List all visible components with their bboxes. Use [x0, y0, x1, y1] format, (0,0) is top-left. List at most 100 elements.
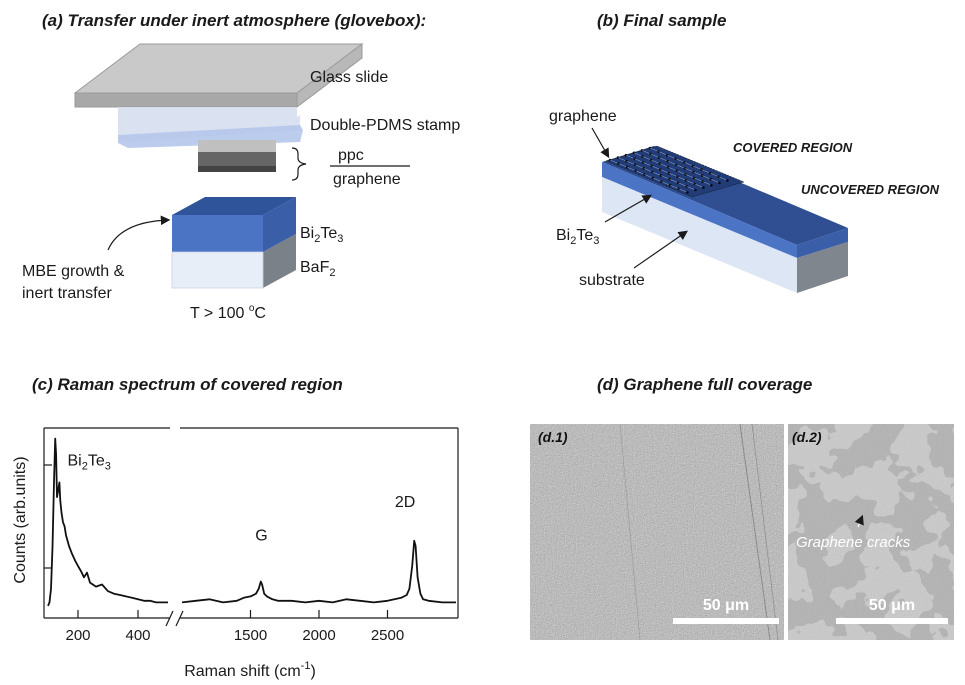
lattice-bond	[686, 180, 695, 185]
lattice-bond	[661, 181, 671, 186]
panel-a: (a) Transfer under inert atmosphere (glo…	[22, 11, 460, 322]
lattice-bond	[702, 175, 711, 180]
bi2te3-label-b: Bi2Te3	[556, 227, 599, 247]
lattice-node	[686, 191, 689, 194]
graphene-arrow	[591, 127, 610, 159]
lattice-bond	[652, 171, 662, 176]
lattice-bond	[634, 158, 644, 163]
bi2te3-label-a: Bi2Te3	[300, 225, 343, 245]
x-tick-label: 400	[125, 627, 150, 644]
lattice-bond	[667, 160, 677, 166]
lattice-bond	[633, 152, 643, 157]
covered-region-label: COVERED REGION	[733, 140, 853, 155]
x-tick-label: 1500	[234, 627, 267, 644]
panel-a-title: (a) Transfer under inert atmosphere (glo…	[42, 11, 426, 30]
lattice-bond	[701, 169, 711, 174]
panel-d: (d) Graphene full coverage 50 μm (d.1) G…	[530, 375, 954, 640]
panel-d-title: (d) Graphene full coverage	[597, 375, 812, 394]
substrate-arrow	[633, 230, 688, 269]
lattice-node	[702, 186, 705, 189]
bi2te3-baf2-stack	[171, 197, 296, 289]
lattice-bond	[685, 174, 695, 179]
panel-c: (c) Raman spectrum of covered region 200…	[12, 375, 459, 680]
lattice-bond	[643, 168, 653, 173]
lattice-node	[718, 181, 721, 185]
graphene-lattice	[605, 145, 745, 198]
lattice-bond	[649, 147, 659, 152]
axis-break-mark	[165, 610, 174, 627]
lattice-bond	[676, 170, 686, 175]
lattice-bond	[677, 176, 687, 181]
lattice-bond	[676, 164, 686, 169]
micrograph-d2: Graphene cracks 50 μm (d.2)	[788, 424, 954, 640]
lattice-bond	[625, 154, 635, 160]
x-tick-label: 2000	[302, 627, 335, 644]
lattice-bond	[718, 176, 728, 181]
lattice-bond	[669, 178, 679, 184]
d2-label: (d.2)	[792, 429, 822, 445]
lattice-bond	[686, 186, 696, 191]
lattice-bond	[660, 175, 670, 180]
pdms-stamp-shape	[118, 107, 303, 152]
lattice-bond	[642, 156, 652, 161]
lattice-bond	[651, 159, 660, 164]
lattice-bond	[678, 188, 688, 193]
panel-b-title: (b) Final sample	[597, 11, 726, 30]
glass-slide-shape	[73, 42, 364, 109]
lattice-bond	[659, 163, 669, 168]
brace	[291, 147, 307, 181]
lattice-bond	[635, 164, 644, 169]
lattice-bond	[609, 159, 619, 164]
bi2te3-arrow	[604, 194, 653, 223]
lattice-bond	[694, 177, 703, 182]
mbe-label-line1: MBE growth &	[22, 263, 125, 280]
lattice-bond	[651, 165, 661, 170]
lattice-bond	[694, 183, 704, 188]
lattice-bond	[710, 178, 720, 184]
lattice-bond	[641, 150, 651, 155]
scale-bar-d1	[673, 618, 779, 624]
lattice-bond	[643, 162, 652, 167]
uncovered-region-label: UNCOVERED REGION	[801, 182, 940, 197]
x-tick-label: 2500	[371, 627, 404, 644]
lattice-bond	[675, 158, 685, 163]
lattice-bond	[684, 168, 694, 173]
lattice-bond	[627, 166, 636, 172]
lattice-bond	[692, 165, 702, 170]
ppc-graphene-layer	[198, 152, 276, 172]
lattice-bond	[644, 174, 654, 179]
lattice-bond	[652, 177, 662, 182]
panel-c-title: (c) Raman spectrum of covered region	[32, 375, 343, 394]
pdms-stamp-label: Double-PDMS stamp	[310, 117, 460, 134]
micrograph-d1: 50 μm (d.1)	[530, 424, 784, 640]
lattice-node	[710, 183, 713, 187]
lattice-bond	[678, 182, 687, 187]
peak-label-bi2te3: Bi2Te3	[68, 453, 111, 473]
axis-break-mark	[175, 610, 184, 627]
temperature-label: T > 100 oC	[190, 303, 266, 322]
panel-b: (b) Final sample graphene COVERED REGION…	[549, 11, 940, 293]
lattice-bond	[635, 170, 645, 175]
lattice-node	[726, 179, 729, 182]
scale-label-d1: 50 μm	[703, 597, 749, 614]
lattice-bond	[667, 154, 676, 160]
lattice-bond	[658, 151, 668, 156]
lattice-bond	[626, 160, 636, 166]
ppc-label: ppc	[338, 147, 364, 164]
lattice-bond	[668, 166, 678, 172]
lattice-bond	[617, 157, 627, 162]
raman-chart: 200 400 1500 2000 2500 Bi2Te3 G 2D Counts (arb…	[12, 427, 459, 680]
x-axis-label: Raman shift (cm-1)	[184, 660, 316, 680]
d1-label: (d.1)	[538, 429, 568, 445]
peak-label-2d: 2D	[395, 494, 415, 511]
lattice-bond	[668, 172, 678, 178]
lattice-node	[694, 188, 697, 192]
cracks-arrow	[854, 514, 864, 528]
lattice-bond	[693, 171, 703, 176]
mbe-label-line2: inert transfer	[22, 285, 112, 302]
scale-label-d2: 50 μm	[869, 597, 915, 614]
lattice-bond	[618, 163, 628, 168]
lattice-bond	[684, 162, 694, 167]
lattice-bond	[659, 157, 668, 162]
